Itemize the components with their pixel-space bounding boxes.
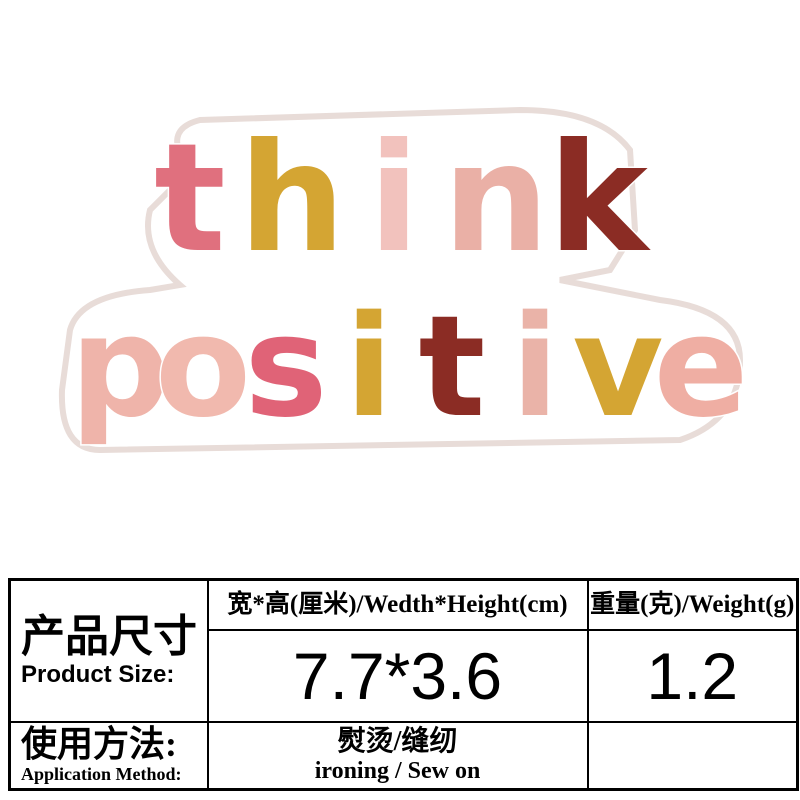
method-en: ironing / Sew on — [209, 758, 587, 784]
patch-svg: t h i nk pos i t i ve — [40, 90, 760, 470]
think-letter-3: n — [443, 112, 550, 286]
method-value-cell: 熨烫/缝纫 ironing / Sew on — [208, 722, 588, 790]
dim-value: 7.7*3.6 — [209, 631, 587, 721]
dim-header-cell: 宽*高(厘米)/Wedth*Height(cm) — [208, 580, 588, 630]
dim-header: 宽*高(厘米)/Wedth*Height(cm) — [209, 585, 587, 625]
positive-letter-5: i — [511, 286, 559, 449]
positive-letter-4: t — [419, 286, 486, 449]
size-label-en: Product Size: — [11, 661, 207, 689]
dim-value-cell: 7.7*3.6 — [208, 630, 588, 722]
weight-value-cell: 1.2 — [588, 630, 798, 722]
method-label-zh: 使用方法: — [11, 725, 207, 763]
method-zh: 熨烫/缝纫 — [209, 726, 587, 758]
positive-letter-3: i — [345, 286, 393, 449]
positive-letter-7: e — [654, 286, 749, 449]
positive-letter-6: v — [572, 286, 663, 449]
think-letter-4: k — [548, 112, 651, 286]
think-letter-2: i — [368, 112, 419, 286]
positive-letter-2: s — [244, 286, 327, 449]
method-label-cell: 使用方法: Application Method: — [10, 722, 208, 790]
weight-header: 重量(克)/Weight(g) — [589, 585, 797, 625]
positive-letter-1: o — [155, 286, 251, 449]
weight-header-cell: 重量(克)/Weight(g) — [588, 580, 798, 630]
method-label-en: Application Method: — [11, 763, 207, 785]
size-label-cell: 产品尺寸 Product Size: — [10, 580, 208, 722]
spec-table: 产品尺寸 Product Size: 宽*高(厘米)/Wedth*Height(… — [8, 578, 799, 791]
think-letter-1: h — [239, 112, 346, 286]
extra-empty-cell — [588, 722, 798, 790]
think-letter-0: t — [154, 112, 226, 286]
size-label-zh: 产品尺寸 — [11, 613, 207, 661]
weight-value: 1.2 — [589, 631, 797, 721]
